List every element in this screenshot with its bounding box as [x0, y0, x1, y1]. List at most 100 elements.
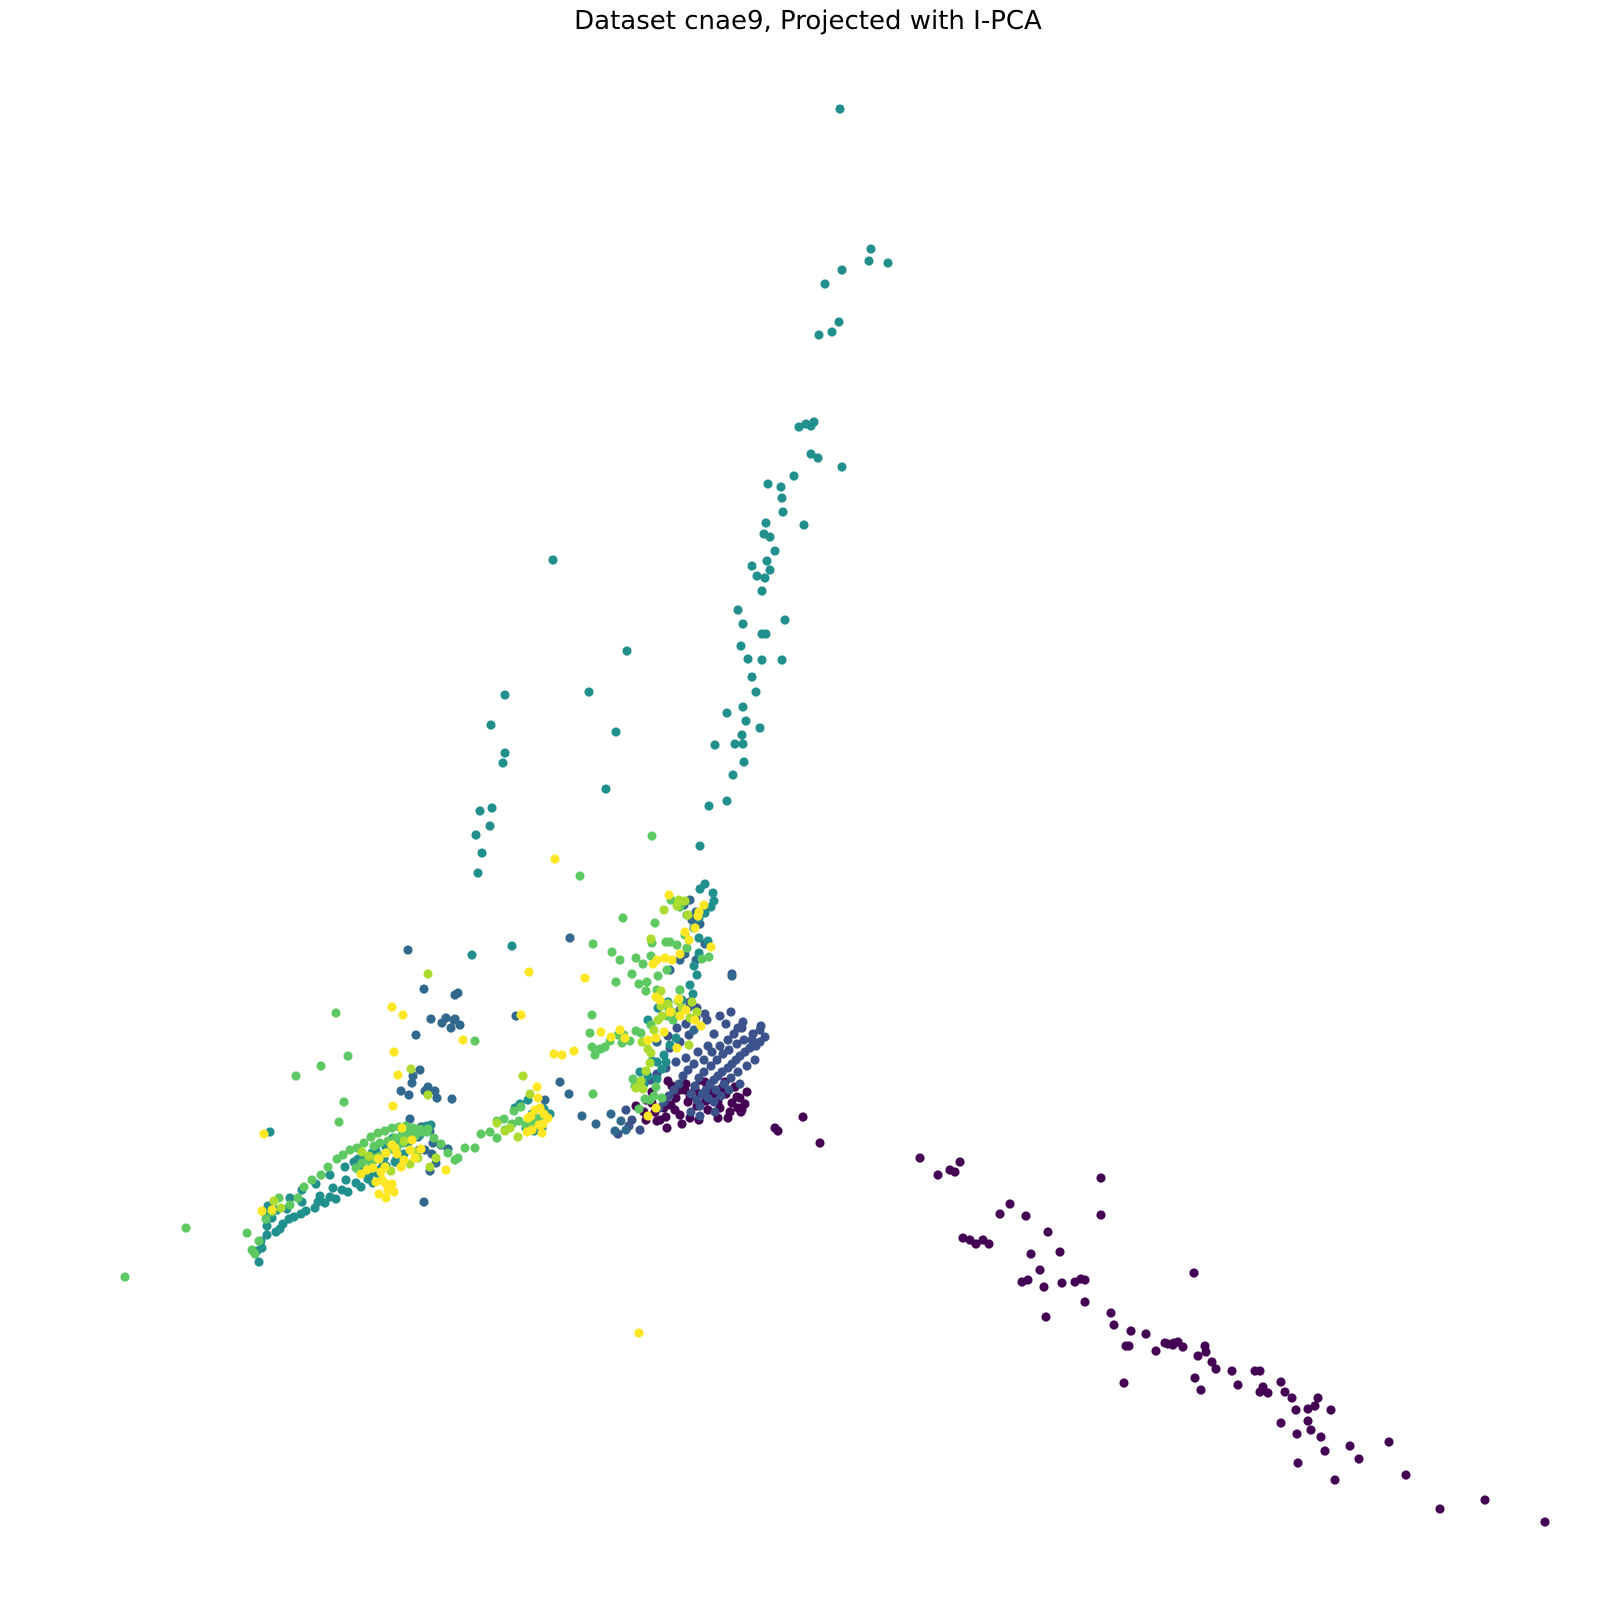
data-point	[660, 953, 670, 963]
data-point	[696, 1021, 706, 1031]
data-point	[550, 854, 560, 864]
data-point	[686, 1089, 696, 1099]
data-point	[621, 1125, 631, 1135]
data-point	[1026, 1249, 1036, 1259]
data-point	[933, 1170, 943, 1180]
data-point	[587, 1042, 597, 1052]
data-point	[684, 1040, 694, 1050]
data-point	[837, 265, 847, 275]
data-point	[757, 586, 767, 596]
data-point	[328, 1183, 338, 1193]
data-point	[672, 940, 682, 950]
data-point	[390, 1133, 400, 1143]
data-point	[672, 1043, 682, 1053]
data-point	[371, 1177, 381, 1187]
data-point	[254, 1257, 264, 1267]
data-point	[470, 1143, 480, 1153]
data-point	[596, 1044, 606, 1054]
data-point	[269, 1196, 279, 1206]
data-point	[403, 945, 413, 955]
data-point	[789, 471, 799, 481]
data-point	[415, 1065, 425, 1075]
data-point	[703, 1041, 713, 1051]
data-point	[447, 1094, 457, 1104]
data-point	[301, 1206, 311, 1216]
data-point	[396, 1086, 406, 1096]
data-point	[1055, 1247, 1065, 1257]
data-point	[376, 1167, 386, 1177]
data-point	[1313, 1393, 1323, 1403]
data-point	[299, 1182, 309, 1192]
data-point	[751, 687, 761, 697]
data-point	[1326, 1405, 1336, 1415]
data-point	[507, 941, 517, 951]
data-point	[393, 1070, 403, 1080]
data-point	[505, 1123, 515, 1133]
data-point	[683, 1097, 693, 1107]
data-point	[530, 1105, 540, 1115]
data-point	[516, 1010, 526, 1020]
data-point	[411, 1030, 421, 1040]
data-point	[765, 565, 775, 575]
data-point	[423, 1090, 433, 1100]
series-1	[613, 969, 770, 1139]
data-point	[1005, 1199, 1015, 1209]
data-point	[722, 708, 732, 718]
data-point	[806, 449, 816, 459]
data-point	[738, 739, 748, 749]
data-point	[958, 1233, 968, 1243]
data-point	[291, 1071, 301, 1081]
data-point	[476, 1129, 486, 1139]
data-point	[695, 841, 705, 851]
data-point	[704, 801, 714, 811]
data-point	[467, 950, 477, 960]
data-point	[750, 1055, 760, 1065]
data-point	[678, 1071, 688, 1081]
data-point	[682, 943, 692, 953]
data-point	[694, 933, 704, 943]
data-point	[704, 952, 714, 962]
data-point	[1345, 1441, 1355, 1451]
data-point	[375, 1138, 385, 1148]
data-point	[557, 1050, 567, 1060]
data-point	[441, 1013, 451, 1023]
data-point	[743, 654, 753, 664]
data-point	[374, 1189, 384, 1199]
data-point	[337, 1185, 347, 1195]
data-point	[555, 1077, 565, 1087]
data-point	[646, 934, 656, 944]
data-point	[809, 417, 819, 427]
data-point	[1193, 1351, 1203, 1361]
data-point	[443, 1148, 453, 1158]
data-point	[638, 959, 648, 969]
data-point	[398, 1010, 408, 1020]
data-point	[262, 1230, 272, 1240]
data-point	[257, 1243, 267, 1253]
data-point	[1096, 1173, 1106, 1183]
data-point	[737, 730, 747, 740]
data-point	[611, 977, 621, 987]
data-point	[364, 1151, 374, 1161]
data-point	[955, 1157, 965, 1167]
data-point	[577, 1111, 587, 1121]
data-point	[373, 1128, 383, 1138]
data-point	[471, 830, 481, 840]
data-point	[677, 1119, 687, 1129]
data-point	[259, 1129, 269, 1139]
data-point	[432, 1093, 442, 1103]
data-point	[739, 1035, 749, 1045]
data-point	[727, 971, 737, 981]
data-point	[724, 1085, 734, 1095]
data-point	[761, 518, 771, 528]
data-point	[755, 723, 765, 733]
data-point	[1211, 1364, 1221, 1374]
data-point	[672, 1023, 682, 1033]
data-point	[628, 1074, 638, 1084]
data-point	[690, 1081, 700, 1091]
data-point	[674, 994, 684, 1004]
data-point	[250, 1249, 260, 1259]
data-point	[1480, 1495, 1490, 1505]
data-point	[343, 1051, 353, 1061]
data-point	[631, 1083, 641, 1093]
data-point	[709, 1029, 719, 1039]
